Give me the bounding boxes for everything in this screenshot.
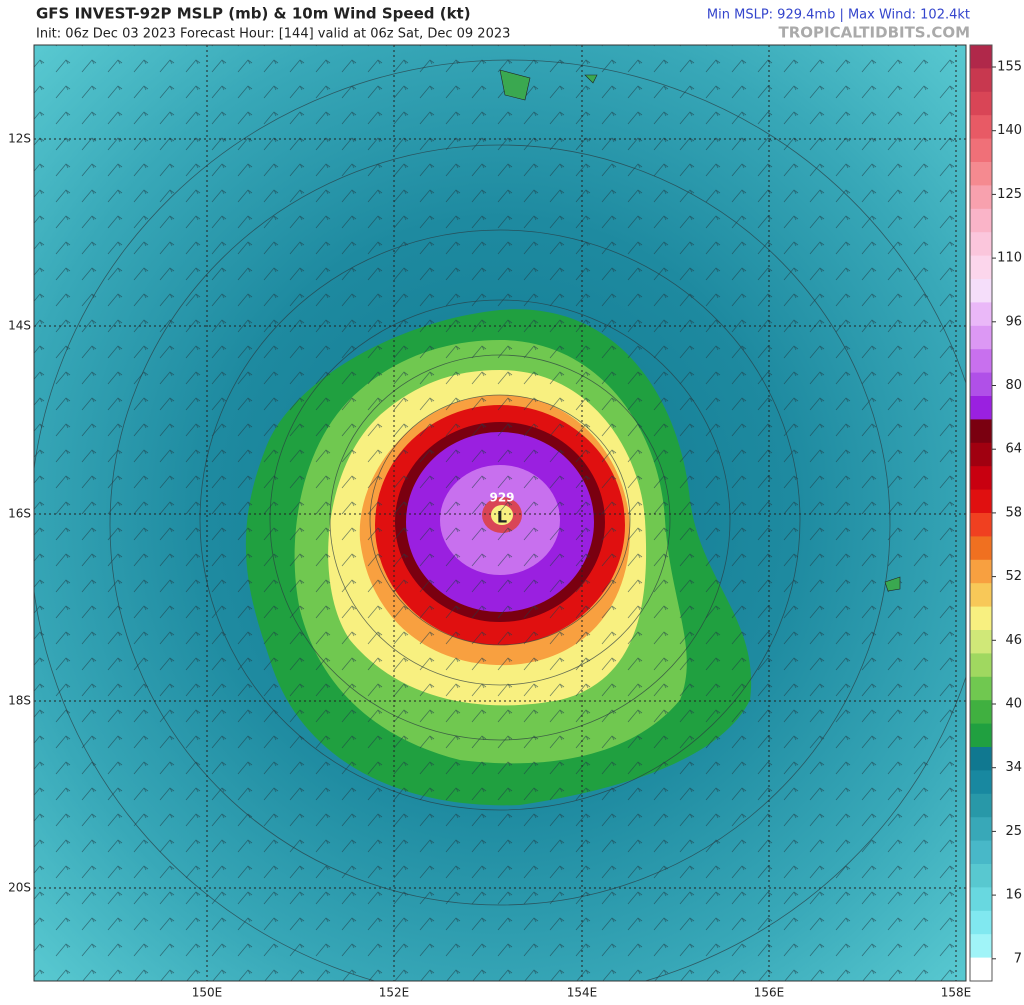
colorbar-swatch bbox=[970, 630, 992, 654]
colorbar-swatch bbox=[970, 653, 992, 678]
islands bbox=[499, 69, 901, 592]
stats: Min MSLP: 929.4mb | Max Wind: 102.4kt bbox=[707, 8, 970, 23]
colorbar-label: 96 bbox=[1005, 314, 1022, 329]
colorbar-swatch bbox=[970, 372, 992, 397]
title: GFS INVEST-92P MSLP (mb) & 10m Wind Spee… bbox=[36, 5, 471, 23]
colorbar-swatch bbox=[970, 302, 992, 327]
map-area: 929 L bbox=[34, 45, 966, 981]
colorbar-swatch bbox=[970, 185, 992, 210]
colorbar: 155 140 125 110 96 80 64 58 52 46 40 34 25 16 7 bbox=[969, 44, 1022, 982]
colorbar-swatch bbox=[970, 747, 992, 771]
colorbar-swatch bbox=[970, 489, 992, 514]
center-pressure: 929 bbox=[489, 491, 514, 505]
site-credit: TROPICALTIDBITS.COM bbox=[779, 24, 971, 42]
colorbar-label: 125 bbox=[997, 187, 1022, 202]
colorbar-swatch bbox=[970, 419, 992, 444]
colorbar-swatch bbox=[970, 442, 992, 467]
colorbar-swatch bbox=[970, 466, 992, 491]
colorbar-label: 110 bbox=[997, 251, 1022, 266]
lon-label: 150E bbox=[192, 986, 223, 1000]
colorbar-swatch bbox=[970, 864, 992, 888]
colorbar-label: 52 bbox=[1005, 569, 1022, 584]
colorbar-swatch bbox=[970, 115, 992, 140]
colorbar-label: 80 bbox=[1005, 378, 1022, 393]
colorbar-swatch bbox=[970, 208, 992, 233]
colorbar-swatch bbox=[970, 45, 992, 69]
colorbar-swatch bbox=[970, 255, 992, 280]
colorbar-swatch bbox=[970, 513, 992, 537]
lon-label: 158E bbox=[941, 986, 972, 1000]
colorbar-swatch bbox=[970, 700, 992, 725]
low-symbol: L bbox=[497, 508, 507, 527]
lon-label: 154E bbox=[567, 986, 598, 1000]
colorbar-swatch bbox=[970, 606, 992, 631]
lat-label: 12S bbox=[8, 132, 31, 146]
lat-label: 14S bbox=[8, 319, 31, 333]
colorbar-swatch bbox=[970, 583, 992, 608]
colorbar-label: 16 bbox=[1005, 888, 1022, 903]
colorbar-swatch bbox=[970, 91, 992, 116]
colorbar-swatch bbox=[970, 232, 992, 257]
colorbar-swatch bbox=[970, 793, 992, 818]
subtitle: Init: 06z Dec 03 2023 Forecast Hour: [14… bbox=[36, 27, 510, 42]
colorbar-label: 25 bbox=[1005, 824, 1022, 839]
lat-label: 18S bbox=[8, 694, 31, 708]
lon-label: 152E bbox=[379, 986, 410, 1000]
colorbar-swatch bbox=[970, 817, 992, 842]
colorbar-swatch bbox=[970, 349, 992, 374]
colorbar-swatch bbox=[970, 840, 992, 865]
colorbar-swatch bbox=[970, 723, 992, 748]
colorbar-label: 58 bbox=[1005, 505, 1022, 520]
colorbar-swatch bbox=[970, 325, 992, 350]
colorbar-swatch bbox=[970, 957, 992, 982]
colorbar-swatch bbox=[970, 934, 992, 959]
colorbar-swatch bbox=[970, 887, 992, 912]
lon-label: 156E bbox=[754, 986, 785, 1000]
colorbar-swatch bbox=[970, 910, 992, 935]
lat-label: 20S bbox=[8, 881, 31, 895]
lat-label: 16S bbox=[8, 507, 31, 521]
wind-barbs bbox=[34, 45, 966, 981]
colorbar-swatch bbox=[970, 279, 992, 303]
graticule bbox=[34, 45, 966, 981]
colorbar-swatch bbox=[970, 536, 992, 561]
colorbar-label: 46 bbox=[1005, 633, 1022, 648]
isobars bbox=[34, 59, 966, 981]
colorbar-swatch bbox=[970, 770, 992, 795]
colorbar-swatch bbox=[970, 559, 992, 584]
colorbar-swatch bbox=[970, 68, 992, 93]
map-frame bbox=[33, 44, 967, 982]
colorbar-label: 7 bbox=[1014, 951, 1022, 966]
colorbar-label: 64 bbox=[1005, 442, 1022, 457]
colorbar-swatch bbox=[970, 676, 992, 701]
colorbar-swatch bbox=[970, 138, 992, 163]
colorbar-label: 140 bbox=[997, 123, 1022, 138]
colorbar-label: 155 bbox=[997, 60, 1022, 75]
colorbar-label: 40 bbox=[1005, 697, 1022, 712]
colorbar-swatch bbox=[970, 396, 992, 420]
colorbar-label: 34 bbox=[1005, 760, 1022, 775]
colorbar-swatch bbox=[970, 162, 992, 186]
